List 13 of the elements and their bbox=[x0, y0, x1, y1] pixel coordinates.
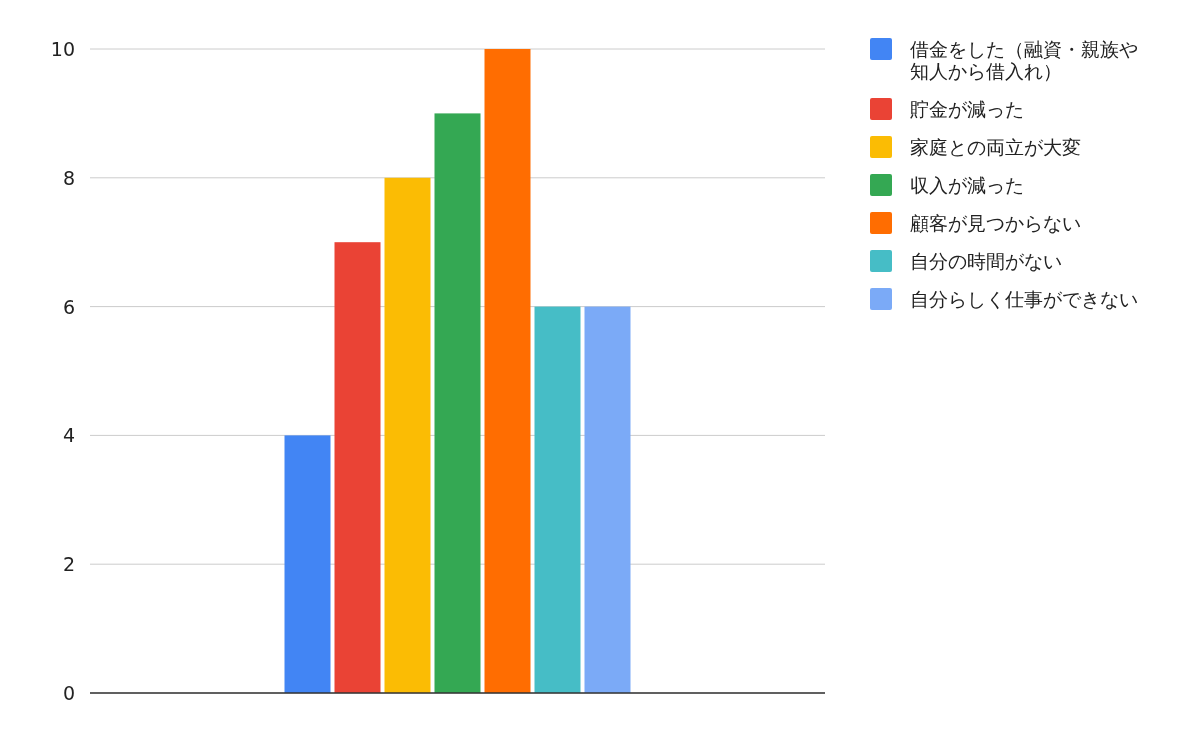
y-tick-label: 4 bbox=[62, 424, 75, 447]
legend-label: 収入が減った bbox=[910, 174, 1024, 196]
legend-label: 貯金が減った bbox=[910, 98, 1024, 120]
y-tick-label: 2 bbox=[62, 553, 75, 576]
legend-label: 借金をした（融資・親族や知人から借入れ） bbox=[910, 38, 1138, 82]
legend-label: 自分らしく仕事ができない bbox=[910, 288, 1138, 310]
y-tick-label: 8 bbox=[62, 166, 75, 189]
legend-label: 顧客が見つからない bbox=[910, 212, 1081, 234]
legend-label: 自分の時間がない bbox=[910, 250, 1062, 272]
legend-label: 家庭との両立が大変 bbox=[910, 136, 1081, 158]
y-tick-label: 10 bbox=[50, 38, 75, 60]
y-tick-label: 6 bbox=[62, 295, 75, 318]
y-tick-label: 0 bbox=[62, 682, 75, 704]
